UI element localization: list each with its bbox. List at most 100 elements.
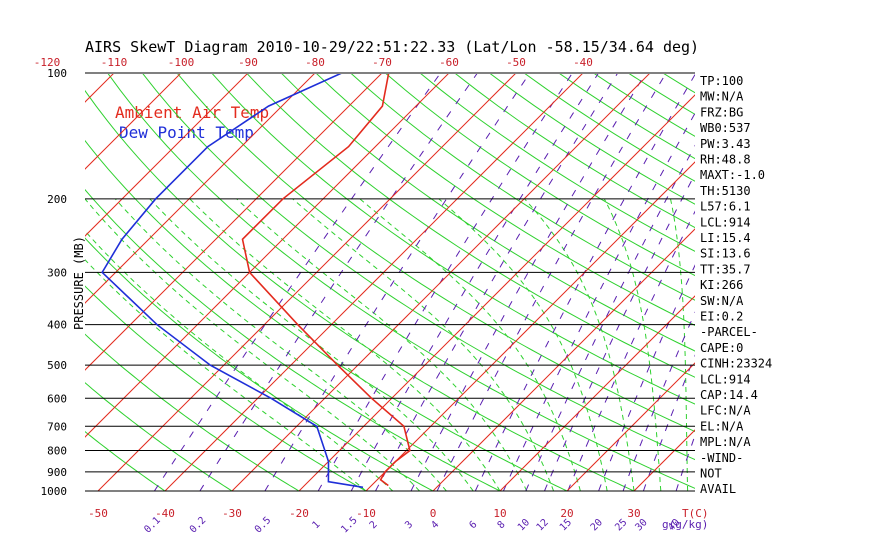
stability-index-item: RH:48.8 — [700, 153, 751, 167]
dry-adiabat — [281, 74, 695, 352]
isotherm — [835, 73, 870, 491]
stability-index-item: CAP:14.4 — [700, 388, 758, 402]
mixing-ratio-line — [264, 74, 530, 492]
stability-indices-panel: TP:100MW:N/AFRZ:BGWB0:537PW:3.43RH:48.8M… — [700, 74, 772, 496]
stability-index-item: EI:0.2 — [700, 310, 743, 324]
stability-index-item: SI:13.6 — [700, 247, 751, 261]
isotherm — [231, 74, 650, 492]
stability-index-item: -PARCEL- — [700, 325, 758, 339]
dewpoint-profile — [101, 74, 364, 489]
isotherm — [0, 73, 47, 491]
pressure-tick-label: 700 — [47, 420, 67, 433]
pressure-tick-label: 1000 — [41, 485, 68, 498]
top-temperature-tick-label: -100 — [168, 56, 195, 69]
mixing-ratio-tick-label: 20 — [589, 517, 605, 533]
y-axis-label: PRESSURE (MB) — [72, 236, 86, 330]
mixing-ratio-line — [350, 74, 599, 492]
mixing-ratio-line — [567, 210, 695, 492]
top-temperature-tick-label: -50 — [506, 56, 526, 69]
isotherm — [85, 74, 315, 304]
stability-index-item: TH:5130 — [700, 184, 751, 198]
stability-index-item: MAXT:-1.0 — [700, 168, 765, 182]
top-temperature-tick-label: -110 — [101, 56, 128, 69]
pressure-tick-label: 500 — [47, 359, 67, 372]
dry-adiabat — [420, 74, 695, 252]
moist-adiabat — [189, 198, 501, 492]
mixing-ratio-tick-label: 10 — [516, 517, 532, 533]
mixing-ratio-tick-label: 8 — [496, 519, 508, 531]
stability-index-item: L57:6.1 — [700, 200, 751, 214]
bottom-temperature-tick-label: -50 — [88, 507, 108, 520]
dry-adiabat — [732, 73, 870, 491]
mixing-ratio-line — [525, 144, 695, 492]
chart-title: AIRS SkewT Diagram 2010-10-29/22:51:22.3… — [85, 38, 699, 56]
mixing-ratio-line — [622, 311, 695, 492]
isotherm — [633, 429, 695, 492]
dry-adiabat — [85, 237, 434, 492]
dry-adiabat — [385, 74, 695, 277]
isotherm — [164, 74, 583, 492]
stability-index-item: KI:266 — [700, 278, 743, 292]
mixing-ratio-line — [375, 74, 618, 492]
background-grid — [0, 73, 870, 492]
bottom-temperature-tick-label: 30 — [627, 507, 640, 520]
dry-adiabat — [85, 285, 367, 492]
bottom-temperature-tick-label: 20 — [560, 507, 573, 520]
dry-adiabat — [455, 74, 695, 229]
stability-index-item: LCL:914 — [700, 215, 751, 229]
pressure-tick-label: 800 — [47, 444, 67, 457]
stability-index-item: CAPE:0 — [700, 341, 743, 355]
isotherm — [768, 73, 870, 491]
stability-index-item: PW:3.43 — [700, 137, 751, 151]
moist-adiabat — [438, 198, 608, 492]
mixing-ratio-line — [436, 74, 667, 492]
pressure-tick-label: 400 — [47, 319, 67, 332]
top-temperature-tick-label: -120 — [34, 56, 61, 69]
mixing-ratio-unit-label: g(g/kg) — [662, 518, 708, 531]
mixing-ratio-tick-label: 12 — [535, 517, 551, 533]
isotherm — [566, 362, 695, 492]
top-temperature-tick-label: -60 — [439, 56, 459, 69]
mixing-ratio-line — [598, 264, 695, 492]
legend-ambient-air-temp: Ambient Air Temp — [115, 103, 269, 122]
mixing-ratio-line — [642, 354, 695, 492]
dry-adiabat — [142, 74, 695, 461]
temperature-profile — [241, 74, 411, 487]
mixing-ratio-tick-label: 2 — [368, 519, 380, 531]
sounding-profiles — [101, 74, 411, 489]
mixing-ratio-tick-label: 3 — [403, 519, 415, 531]
top-temperature-tick-label: -90 — [238, 56, 258, 69]
dry-adiabat — [85, 139, 568, 492]
stability-index-item: TT:35.7 — [700, 262, 751, 276]
mixing-ratio-tick-label: 0.2 — [188, 515, 209, 536]
stability-index-item: MPL:N/A — [700, 435, 751, 449]
stability-index-item: MW:N/A — [700, 90, 744, 104]
top-temperature-tick-label: -80 — [305, 56, 325, 69]
pressure-tick-label: 100 — [47, 67, 67, 80]
bottom-temperature-tick-label: -30 — [222, 507, 242, 520]
stability-index-item: -WIND- — [700, 451, 743, 465]
stability-index-item: LCL:914 — [700, 372, 751, 386]
bottom-temperature-tick-label: 10 — [493, 507, 506, 520]
bottom-temperature-tick-label: -10 — [356, 507, 376, 520]
moist-adiabat — [85, 259, 367, 492]
dry-adiabat — [85, 188, 501, 492]
isotherm — [85, 74, 181, 170]
dry-adiabat — [628, 74, 695, 115]
mixing-ratio-line — [410, 74, 646, 492]
moist-adiabat — [292, 198, 555, 492]
pressure-tick-label: 300 — [47, 266, 67, 279]
stability-index-item: NOT — [700, 467, 722, 481]
isobar-lines — [85, 72, 695, 492]
pressure-tick-label: 200 — [47, 193, 67, 206]
isotherm — [97, 74, 516, 492]
dry-adiabat — [107, 74, 695, 489]
mixing-ratio-tick-label: 4 — [429, 519, 441, 531]
isotherm — [432, 228, 695, 492]
stability-index-item: LFC:N/A — [700, 404, 751, 418]
bottom-temperature-tick-label: -20 — [289, 507, 309, 520]
isotherm — [365, 161, 695, 492]
mixing-ratio-line — [474, 74, 695, 492]
